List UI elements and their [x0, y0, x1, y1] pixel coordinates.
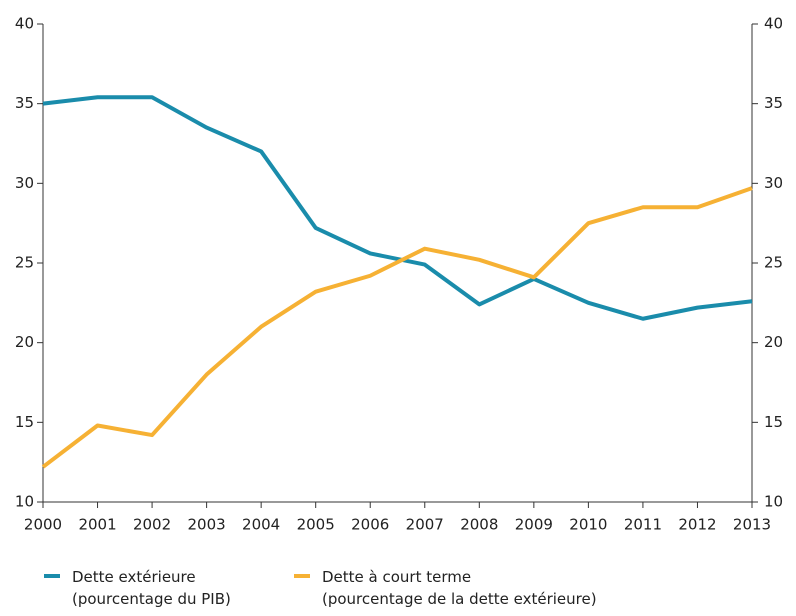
x-tick-label: 2010: [569, 516, 607, 534]
y-tick-label: 20: [15, 333, 34, 351]
x-tick-label: 2012: [678, 516, 716, 534]
line-series: [42, 95, 753, 321]
y2-tick-label: 35: [764, 94, 783, 112]
x-tick-label: 2003: [188, 516, 226, 534]
x-tick-label: 2007: [406, 516, 444, 534]
legend-item: Dette extérieure (pourcentage du PIB): [44, 566, 231, 610]
y-tick-label: 30: [15, 174, 34, 192]
x-tick-label: 2000: [24, 516, 62, 534]
legend-item: Dette à court terme (pourcentage de la d…: [294, 566, 597, 610]
legend-label: Dette à court terme (pourcentage de la d…: [322, 568, 597, 608]
x-tick-label: 2002: [133, 516, 171, 534]
y2-tick-label: 20: [764, 333, 783, 351]
x-tick-label: 2011: [624, 516, 662, 534]
y2-tick-label: 10: [764, 493, 783, 511]
x-tick-label: 2009: [515, 516, 553, 534]
x-tick-label: 2006: [351, 516, 389, 534]
y-tick-label: 10: [15, 493, 34, 511]
y2-tick-label: 30: [764, 174, 783, 192]
x-tick-label: 2001: [78, 516, 116, 534]
legend-swatch: [44, 574, 60, 578]
y2-tick-label: 15: [764, 413, 783, 431]
chart: 10 15 20 25 30 35 40 10 15 20 25 30 35 40 2000 2001 2002…: [15, 15, 783, 534]
y2-tick-label: 25: [764, 254, 783, 272]
x-tick-label: 2008: [460, 516, 498, 534]
x-tick-label: 2005: [297, 516, 335, 534]
legend-swatch: [294, 574, 310, 578]
legend-label: Dette extérieure (pourcentage du PIB): [72, 568, 231, 608]
x-tick-label: 2004: [242, 516, 280, 534]
line-series: [41, 186, 753, 469]
y-tick-label: 35: [15, 94, 34, 112]
x-tick-label: 2013: [733, 516, 771, 534]
y-tick-label: 25: [15, 254, 34, 272]
y-tick-label: 15: [15, 413, 34, 431]
y-tick-label: 40: [15, 15, 34, 33]
y2-tick-label: 40: [764, 15, 783, 33]
